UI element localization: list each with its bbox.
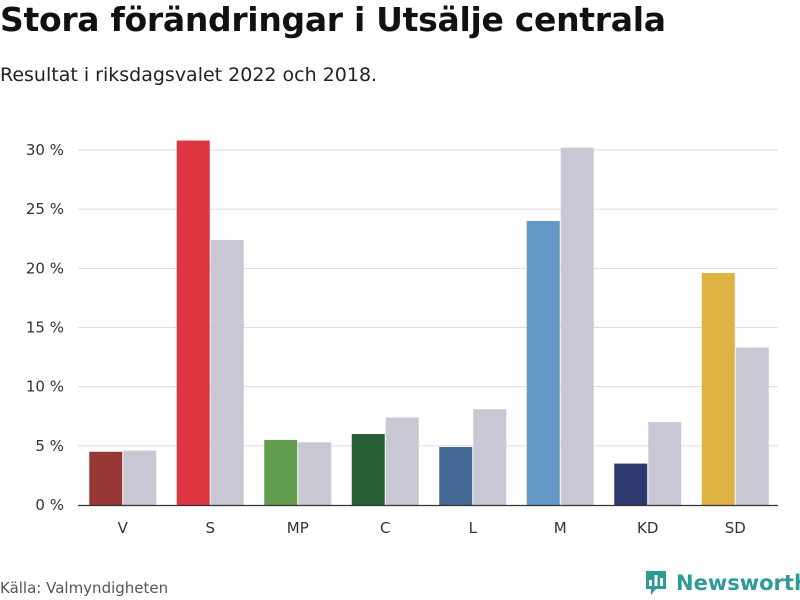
bar-2018-s <box>210 239 244 505</box>
y-tick-label: 5 % <box>35 437 64 455</box>
bar-2022-m <box>526 221 560 505</box>
bar-2022-sd <box>701 273 735 505</box>
bar-2022-c <box>351 434 385 505</box>
chart-title: Stora förändringar i Utsälje centrala <box>0 0 666 39</box>
bar-2018-kd <box>648 422 682 505</box>
x-tick-label: MP <box>287 519 309 537</box>
bar-2018-m <box>560 147 594 505</box>
x-tick-label: C <box>380 519 390 537</box>
bar-chart-logo-icon <box>646 571 666 595</box>
brand-name: Newsworthy <box>676 571 800 595</box>
bar-2018-v <box>123 450 157 505</box>
y-tick-label: 20 % <box>26 259 64 277</box>
newsworthy-logo: Newsworthy <box>644 568 800 598</box>
y-tick-label: 0 % <box>35 496 64 514</box>
y-tick-label: 30 % <box>26 141 64 159</box>
source-note: Källa: Valmyndigheten <box>0 579 169 597</box>
bar-2018-l <box>473 409 507 505</box>
bar-2022-mp <box>264 439 298 505</box>
chart-subtitle: Resultat i riksdagsvalet 2022 och 2018. <box>0 64 378 86</box>
x-tick-label: SD <box>725 519 746 537</box>
x-tick-label: V <box>118 519 129 537</box>
bar-2022-kd <box>614 463 648 505</box>
bar-2022-l <box>439 447 473 505</box>
bar-chart: 0 % 5 % 10 % 15 % 20 % 25 % 30 % V S MP C L M KD SD <box>26 140 778 537</box>
bar-2018-mp <box>298 442 332 505</box>
y-tick-label: 10 % <box>26 378 64 396</box>
x-tick-label: L <box>469 519 478 537</box>
bar-2018-sd <box>735 347 769 505</box>
x-tick-label: M <box>554 519 567 537</box>
bar-2018-c <box>385 417 419 505</box>
y-tick-label: 15 % <box>26 319 64 337</box>
y-tick-label: 25 % <box>26 200 64 218</box>
bar-2022-v <box>89 451 123 505</box>
x-tick-label: S <box>205 519 215 537</box>
x-tick-label: KD <box>637 519 658 537</box>
bar-2022-s <box>176 140 210 506</box>
